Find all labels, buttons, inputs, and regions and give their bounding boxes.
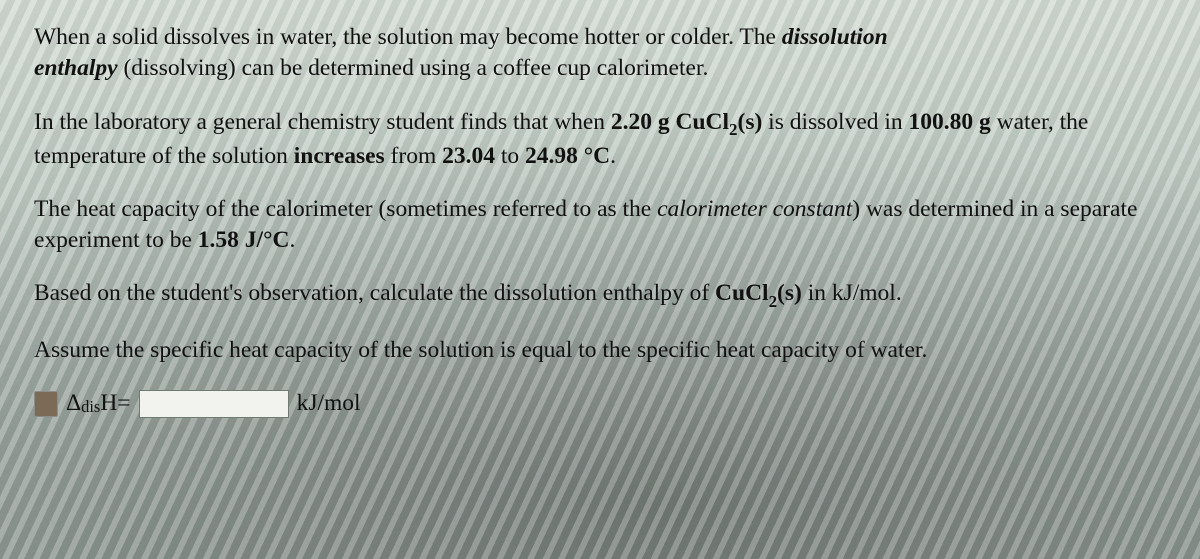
text: The heat capacity of the calorimeter (so… [34,196,657,222]
text: Assume the specific heat capacity of the… [34,337,927,363]
text: from [385,143,442,169]
symbol-subscript-dis: dis [81,396,100,418]
paragraph-task: Based on the student's observation, calc… [34,278,1166,312]
symbol-delta: Δ [66,388,81,419]
problem-text-region: When a solid dissolves in water, the sol… [0,0,1200,419]
value-calorimeter-constant: 1.58 J/°C [198,227,290,253]
paragraph-assumption: Assume the specific heat capacity of the… [34,335,1166,366]
unit-label: kJ/mol [297,388,361,419]
formula-phase: (s) [738,109,763,135]
formula-subscript: 2 [729,120,737,139]
formula-phase: (s) [777,280,802,306]
value-mass-water: 100.80 g [909,109,991,135]
emph-increases: increases [294,143,385,169]
formula-prefix: CuCl [715,280,769,306]
term-enthalpy: enthalpy [34,55,118,81]
formula-prefix: CuCl [670,109,729,135]
symbol-equals: = [117,388,130,419]
symbol-h: H [100,388,117,419]
value-temp-final: 24.98 °C [525,143,610,169]
text: Based on the student's observation, calc… [34,280,715,306]
paragraph-calorimeter: The heat capacity of the calorimeter (so… [34,194,1166,257]
answer-row: ΔdisH = kJ/mol [34,388,1166,419]
term-dissolution: dissolution [782,24,888,50]
text: in kJ/mol. [802,280,902,306]
text: is dissolved in [762,109,908,135]
text: (dissolving) can be determined using a c… [118,55,709,81]
value-mass-salt: 2.20 g [611,109,670,135]
answer-status-swatch [34,391,58,417]
text: In the laboratory a general chemistry st… [34,109,611,135]
text: . [289,227,295,253]
delta-dis-h-label: ΔdisH = [66,388,131,419]
paragraph-intro: When a solid dissolves in water, the sol… [34,22,1166,85]
text: . [610,143,616,169]
formula-subscript: 2 [769,292,777,311]
enthalpy-answer-input[interactable] [139,390,289,418]
paragraph-experiment: In the laboratory a general chemistry st… [34,107,1166,172]
value-temp-initial: 23.04 [442,143,495,169]
term-calorimeter-constant: calorimeter constant [657,196,852,222]
text: When a solid dissolves in water, the sol… [34,24,782,50]
text: to [495,143,525,169]
